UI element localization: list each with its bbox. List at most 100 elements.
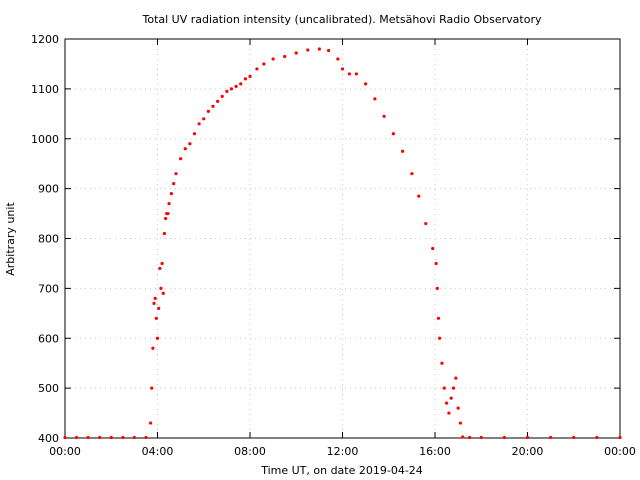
- data-point: [229, 87, 234, 91]
- data-point: [454, 376, 458, 380]
- x-axis: 00:00 04:00 08:00 12:00 16:00 20:00 00:00: [49, 39, 636, 458]
- data-point: [479, 435, 483, 440]
- data-point: [225, 89, 229, 93]
- data-point: [364, 82, 368, 86]
- x-tick-label: 00:00: [49, 445, 81, 458]
- data-point: [154, 316, 158, 320]
- data-point: [502, 435, 506, 440]
- data-point: [109, 435, 113, 440]
- data-point: [436, 316, 441, 320]
- data-point: [525, 435, 530, 440]
- data-point: [373, 97, 377, 101]
- data-point: [283, 54, 287, 59]
- data-point: [166, 211, 170, 216]
- data-point: [159, 286, 163, 290]
- data-point: [442, 386, 446, 390]
- x-tick-label: 12:00: [327, 445, 359, 458]
- data-point: [211, 104, 215, 108]
- data-point: [158, 266, 162, 271]
- data-point: [74, 435, 79, 440]
- data-point: [121, 435, 125, 440]
- plot-frame: [64, 38, 621, 439]
- data-point: [618, 435, 622, 440]
- data-point: [155, 336, 160, 340]
- data-point: [162, 231, 167, 236]
- y-tick-label: 1100: [31, 83, 59, 96]
- data-point: [132, 435, 136, 440]
- data-point: [148, 421, 153, 425]
- data-point: [160, 261, 164, 266]
- y-tick-label: 500: [38, 382, 59, 395]
- y-axis-label: Arbitrary unit: [4, 202, 17, 276]
- data-point: [391, 132, 395, 136]
- y-tick-label: 800: [38, 233, 59, 246]
- data-point: [468, 435, 472, 440]
- data-point: [239, 82, 243, 86]
- y-tick-label: 900: [38, 183, 59, 196]
- data-point: [451, 386, 456, 390]
- data-point: [461, 435, 465, 439]
- data-point: [271, 57, 275, 61]
- data-point: [183, 147, 187, 151]
- data-point: [262, 62, 266, 66]
- data-point: [572, 435, 576, 440]
- data-point: [317, 47, 321, 51]
- data-point: [63, 435, 67, 440]
- data-point: [447, 411, 451, 415]
- data-point: [438, 336, 442, 340]
- x-tick-label: 20:00: [512, 445, 544, 458]
- data-point: [434, 261, 438, 266]
- y-axis: 400 500 600 700 800 900 1000 1100 1200: [31, 33, 620, 445]
- data-point: [144, 435, 148, 440]
- data-point: [188, 142, 192, 146]
- data-point: [440, 361, 444, 365]
- data-point: [192, 132, 197, 136]
- x-tick-label: 16:00: [419, 445, 451, 458]
- x-tick-label: 08:00: [234, 445, 266, 458]
- data-point: [243, 77, 247, 81]
- data-point: [161, 291, 165, 295]
- data-point: [157, 306, 161, 310]
- data-point: [86, 435, 90, 440]
- data-point: [410, 172, 414, 176]
- data-point: [98, 435, 102, 440]
- x-tick-label: 00:00: [604, 445, 636, 458]
- y-tick-label: 1200: [31, 33, 59, 46]
- data-point: [234, 84, 238, 88]
- data-point: [150, 386, 154, 390]
- y-tick-label: 1000: [31, 133, 59, 146]
- data-point: [152, 301, 156, 305]
- data-point: [417, 194, 421, 198]
- data-point: [327, 48, 331, 53]
- data-point: [167, 201, 171, 206]
- data-point: [163, 216, 168, 221]
- x-tick-label: 04:00: [142, 445, 174, 458]
- data-point: [174, 172, 178, 176]
- data-point: [424, 221, 428, 226]
- data-point: [206, 109, 210, 113]
- data-point: [220, 94, 224, 98]
- data-point: [435, 286, 439, 290]
- data-point: [202, 117, 206, 121]
- data-point: [151, 346, 155, 350]
- data-point: [458, 421, 463, 425]
- y-tick-label: 400: [38, 432, 59, 445]
- data-point: [595, 435, 599, 440]
- data-point: [197, 122, 201, 126]
- data-point: [347, 72, 352, 76]
- data-point: [382, 114, 386, 118]
- data-point: [294, 51, 298, 55]
- data-point: [444, 401, 449, 405]
- data-point: [306, 48, 310, 52]
- data-point: [401, 149, 405, 153]
- data-point: [431, 246, 435, 251]
- y-tick-label: 600: [38, 332, 59, 345]
- data-point: [340, 67, 345, 71]
- x-axis-label: Time UT, on date 2019-04-24: [260, 464, 423, 477]
- uv-series: [63, 47, 622, 440]
- data-point: [179, 157, 183, 161]
- chart-title: Total UV radiation intensity (uncalibrat…: [142, 13, 542, 26]
- data-point: [549, 435, 553, 440]
- data-point: [336, 57, 340, 61]
